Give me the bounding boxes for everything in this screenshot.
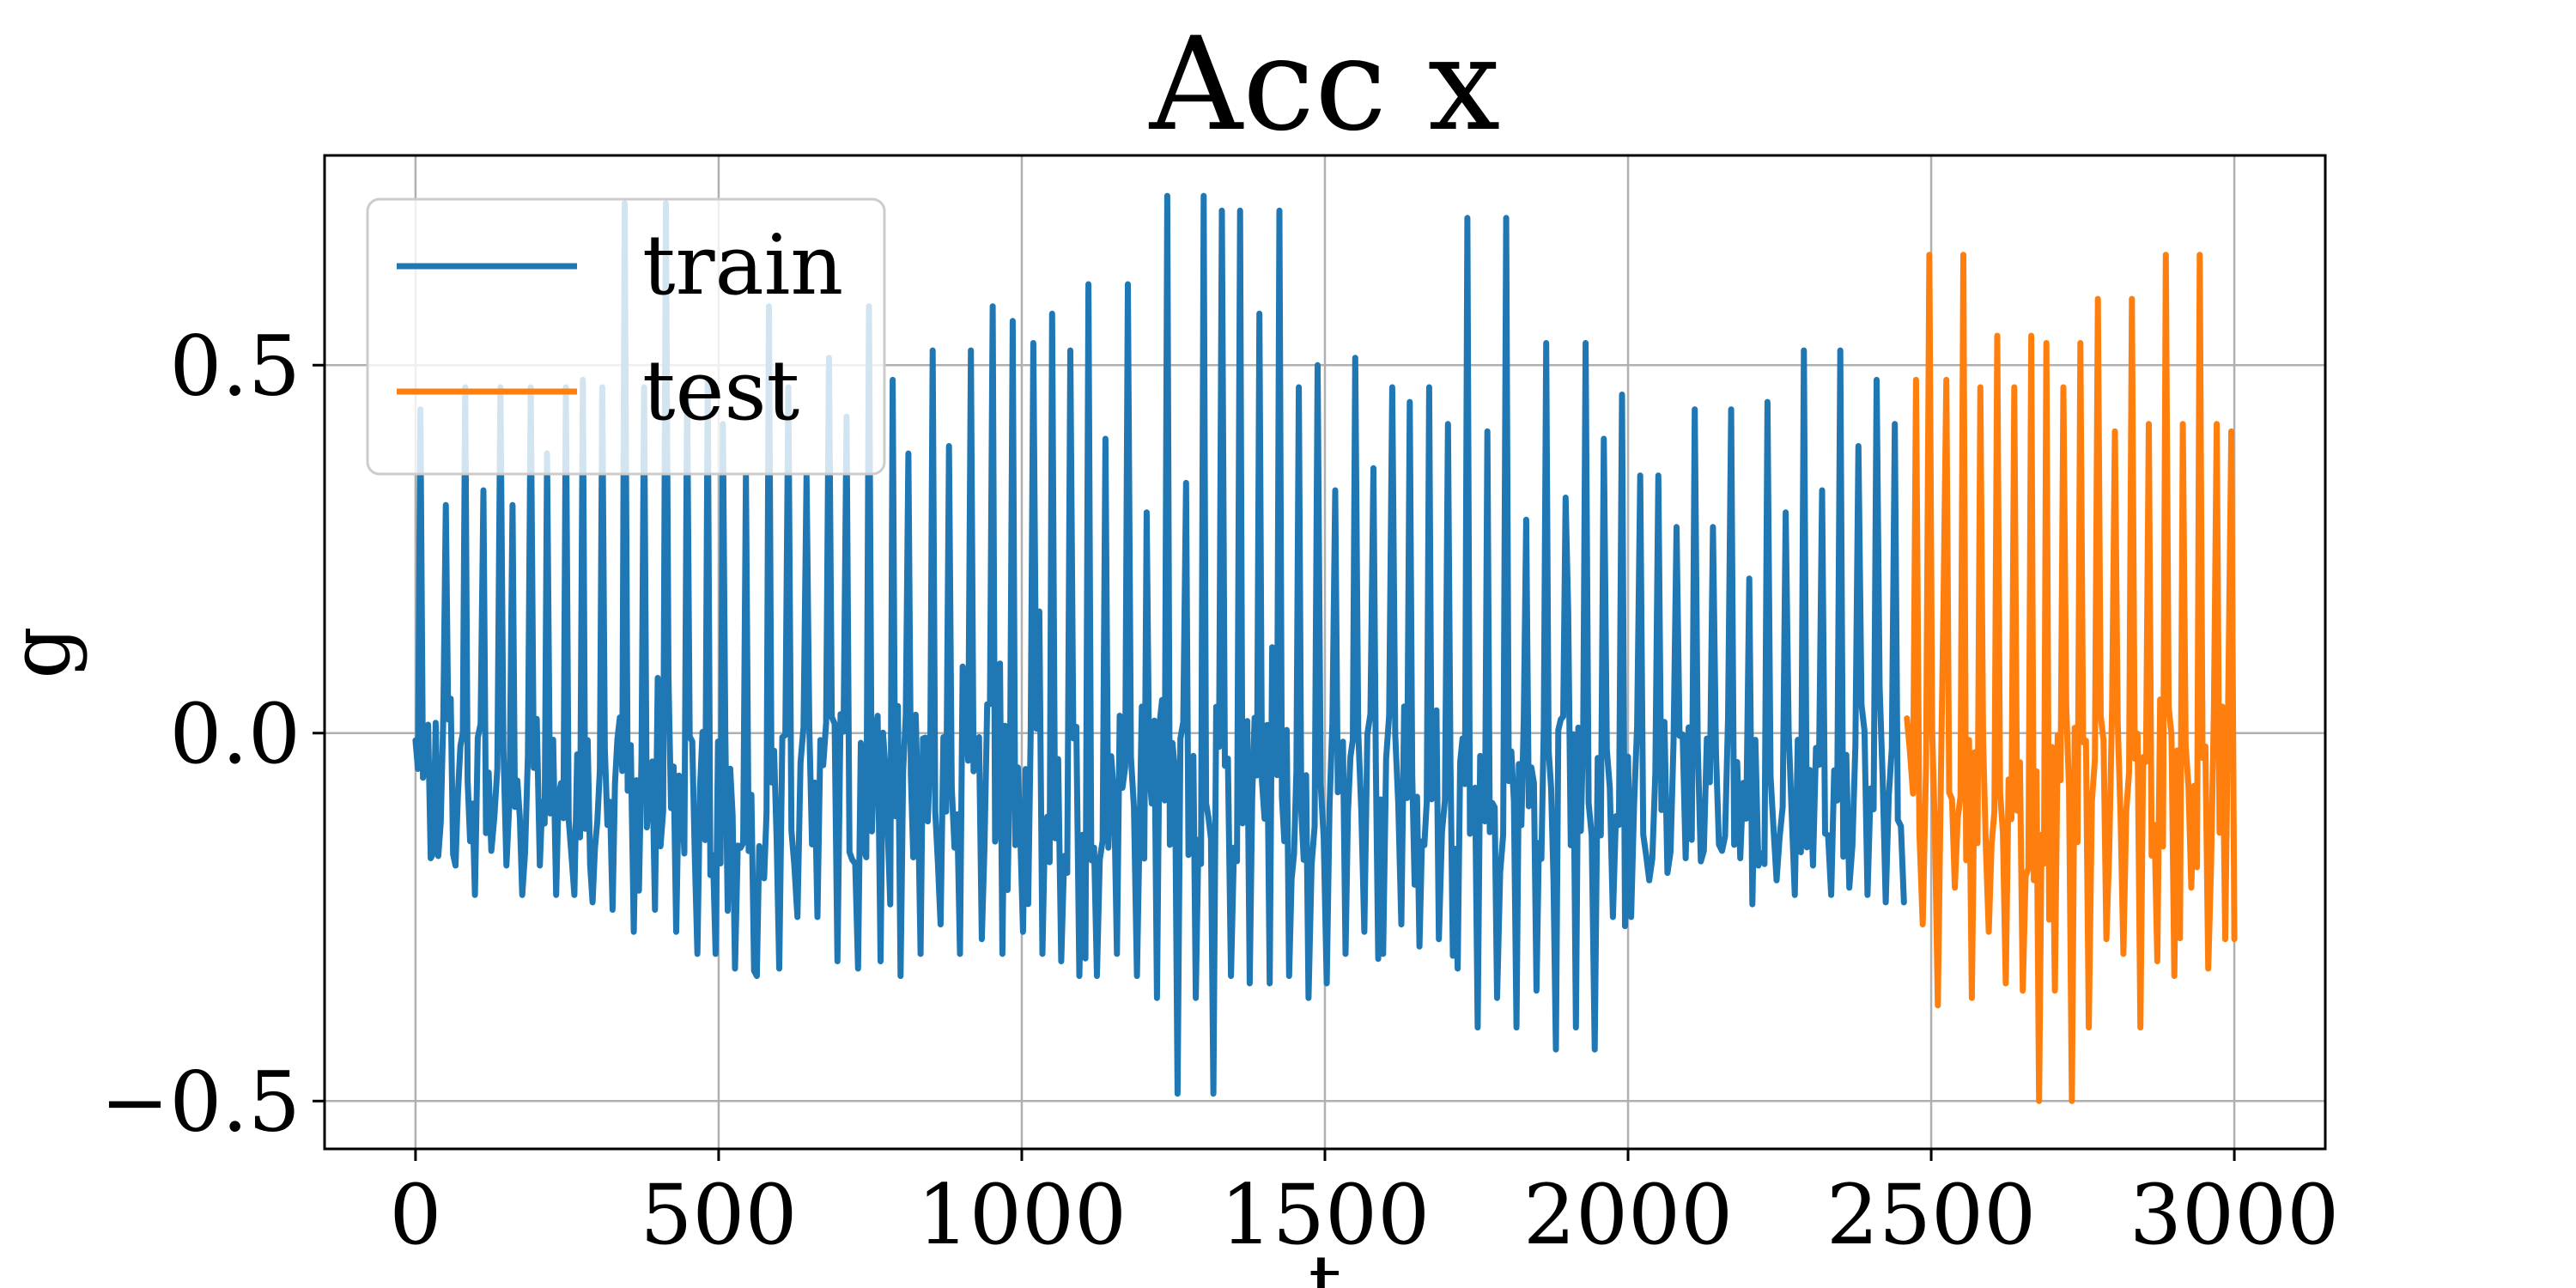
y-axis-label: g: [0, 626, 88, 678]
x-tick-label: 2000: [1523, 1167, 1733, 1263]
x-axis-label: t: [1309, 1237, 1342, 1288]
x-tick-label: 1500: [1220, 1167, 1430, 1263]
x-tick-label: 0: [389, 1167, 441, 1263]
y-tick-label: −0.5: [100, 1054, 301, 1150]
x-tick-label: 2500: [1826, 1167, 2036, 1263]
legend: train test: [366, 197, 886, 476]
axis-ticks: 0 500 1000 1500 2000 2500 3000 −0.5 0.0 0.5: [100, 318, 2339, 1263]
y-tick-label: 0.5: [169, 318, 301, 414]
legend-label-test: test: [642, 343, 799, 439]
chart-title: Acc x: [1149, 10, 1501, 160]
series-line-test: [1904, 252, 2238, 1104]
x-tick-label: 1000: [917, 1167, 1127, 1263]
series-line-train: [412, 192, 1907, 1097]
plot-area: [412, 192, 2238, 1104]
legend-label-train: train: [642, 217, 843, 313]
y-tick-label: 0.0: [169, 686, 301, 782]
x-tick-label: 500: [640, 1167, 797, 1263]
x-tick-label: 3000: [2129, 1167, 2339, 1263]
